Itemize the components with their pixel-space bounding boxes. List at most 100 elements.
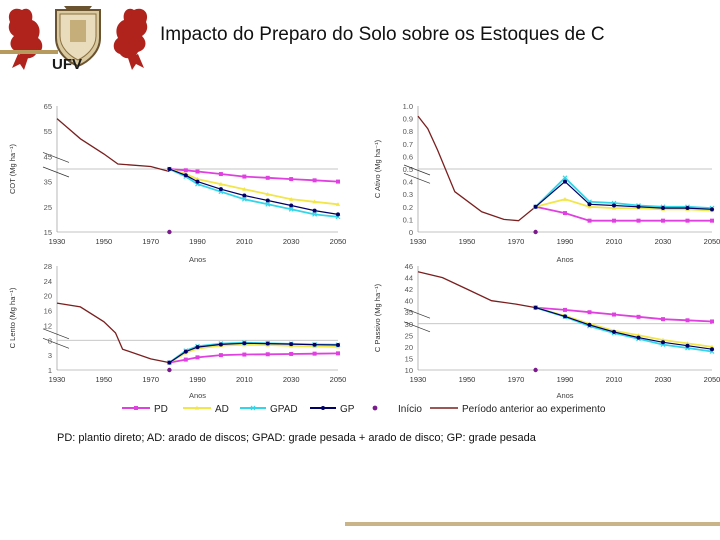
pd-point	[183, 168, 188, 173]
gold-accent-bar-top	[0, 50, 58, 54]
logo-text: UFV	[52, 56, 82, 73]
x-tick-label: 1970	[142, 237, 159, 246]
pd-point	[612, 218, 616, 223]
series-gpad-line	[534, 176, 713, 209]
gp-point	[167, 360, 172, 365]
inicio-point	[167, 229, 172, 235]
x-tick-label: 1930	[49, 237, 66, 246]
y-tick-label: 65	[44, 102, 52, 111]
y-tick-label: 0	[409, 228, 413, 237]
inicio-point	[167, 367, 172, 373]
x-tick-label: 1930	[410, 375, 427, 384]
x-tick-label: 1970	[142, 375, 159, 384]
pd-point	[183, 357, 188, 362]
gpad-point	[241, 196, 247, 202]
legend-item-pd: PD	[122, 404, 168, 415]
y-tick-label: 15	[405, 354, 413, 363]
x-tick-label: 2010	[236, 375, 253, 384]
y-tick-label: 8	[48, 336, 52, 345]
series-pd-line	[535, 306, 713, 323]
ad-point	[194, 405, 200, 410]
gp-point	[289, 203, 294, 208]
legend-item-inicio: Início	[372, 404, 422, 415]
annotation-line	[403, 172, 431, 184]
gp-point	[685, 343, 690, 348]
page-title: Impacto do Preparo do Solo sobre os Esto…	[160, 24, 605, 45]
y-tick-label: 12	[44, 321, 52, 330]
historical-line	[417, 271, 536, 309]
y-tick-label: 46	[405, 262, 413, 271]
x-tick-label: 1990	[189, 237, 206, 246]
legend-item-gp: GP	[310, 404, 355, 415]
y-tick-label: 20	[405, 343, 413, 352]
gp-point	[321, 406, 325, 410]
pd-point	[685, 218, 690, 223]
gp-point	[195, 179, 200, 184]
ad-point	[195, 176, 200, 181]
pd-point	[587, 218, 592, 223]
pd-point	[563, 211, 567, 216]
pd-point	[218, 353, 223, 358]
ad-point	[611, 205, 617, 210]
gp-point	[636, 335, 641, 340]
ad-point	[242, 186, 247, 191]
y-axis-label: COT (Mg ha⁻¹)	[8, 143, 17, 194]
gp-point	[265, 341, 270, 346]
x-tick-label: 2030	[655, 237, 672, 246]
gp-point	[218, 187, 223, 192]
gp-point	[242, 193, 247, 198]
y-tick-label: 40	[405, 297, 413, 306]
x-tick-label: 1990	[557, 375, 574, 384]
gp-point	[587, 202, 592, 207]
annotation-line	[42, 328, 70, 340]
series-gp-line	[535, 307, 713, 350]
gp-point	[289, 342, 294, 347]
y-tick-label: 20	[44, 292, 52, 301]
ad-point	[265, 192, 270, 196]
lion-left-icon	[8, 8, 43, 59]
legend-swatch	[372, 405, 378, 411]
historical-line	[417, 115, 537, 222]
pd-point	[685, 318, 690, 323]
pd-point	[242, 352, 247, 357]
pd-point	[661, 218, 665, 223]
legend-item-ad: AD	[183, 404, 229, 415]
pd-point	[265, 352, 270, 357]
pd-point	[195, 355, 200, 360]
x-tick-label: 2030	[283, 375, 300, 384]
y-tick-label: 42	[405, 285, 413, 294]
inicio-point	[533, 229, 538, 235]
ad-point	[587, 204, 592, 209]
y-tick-label: 0.4	[403, 178, 413, 187]
gp-point	[685, 206, 690, 211]
series-gp-line	[535, 180, 713, 210]
x-tick-label: 1950	[459, 375, 476, 384]
y-tick-label: 0.7	[403, 140, 413, 149]
y-tick-label: 3	[48, 351, 52, 360]
y-tick-label: 44	[405, 274, 413, 283]
ufv-logo	[8, 6, 148, 70]
pd-point	[312, 178, 317, 183]
pd-point	[195, 169, 200, 174]
y-tick-label: 25	[405, 331, 413, 340]
pd-point	[336, 179, 340, 184]
legend-item-periodo: Período anterior ao experimento	[430, 404, 606, 415]
gp-point	[265, 198, 270, 203]
x-tick-label: 1990	[189, 375, 206, 384]
y-tick-label: 45	[44, 152, 52, 161]
gp-point	[636, 204, 641, 209]
x-axis-label: Anos	[189, 391, 206, 400]
y-tick-label: 0.8	[403, 127, 413, 136]
pd-point	[218, 172, 223, 177]
series-ad-line	[535, 306, 713, 348]
gp-point	[587, 322, 592, 327]
gp-point	[612, 329, 616, 334]
y-tick-label: 0.9	[403, 115, 413, 124]
y-tick-label: 0.1	[403, 215, 413, 224]
pd-point	[242, 174, 247, 179]
y-tick-label: 16	[44, 307, 52, 316]
pd-point	[265, 175, 270, 180]
x-tick-label: 2030	[655, 375, 672, 384]
gp-point	[563, 314, 567, 319]
